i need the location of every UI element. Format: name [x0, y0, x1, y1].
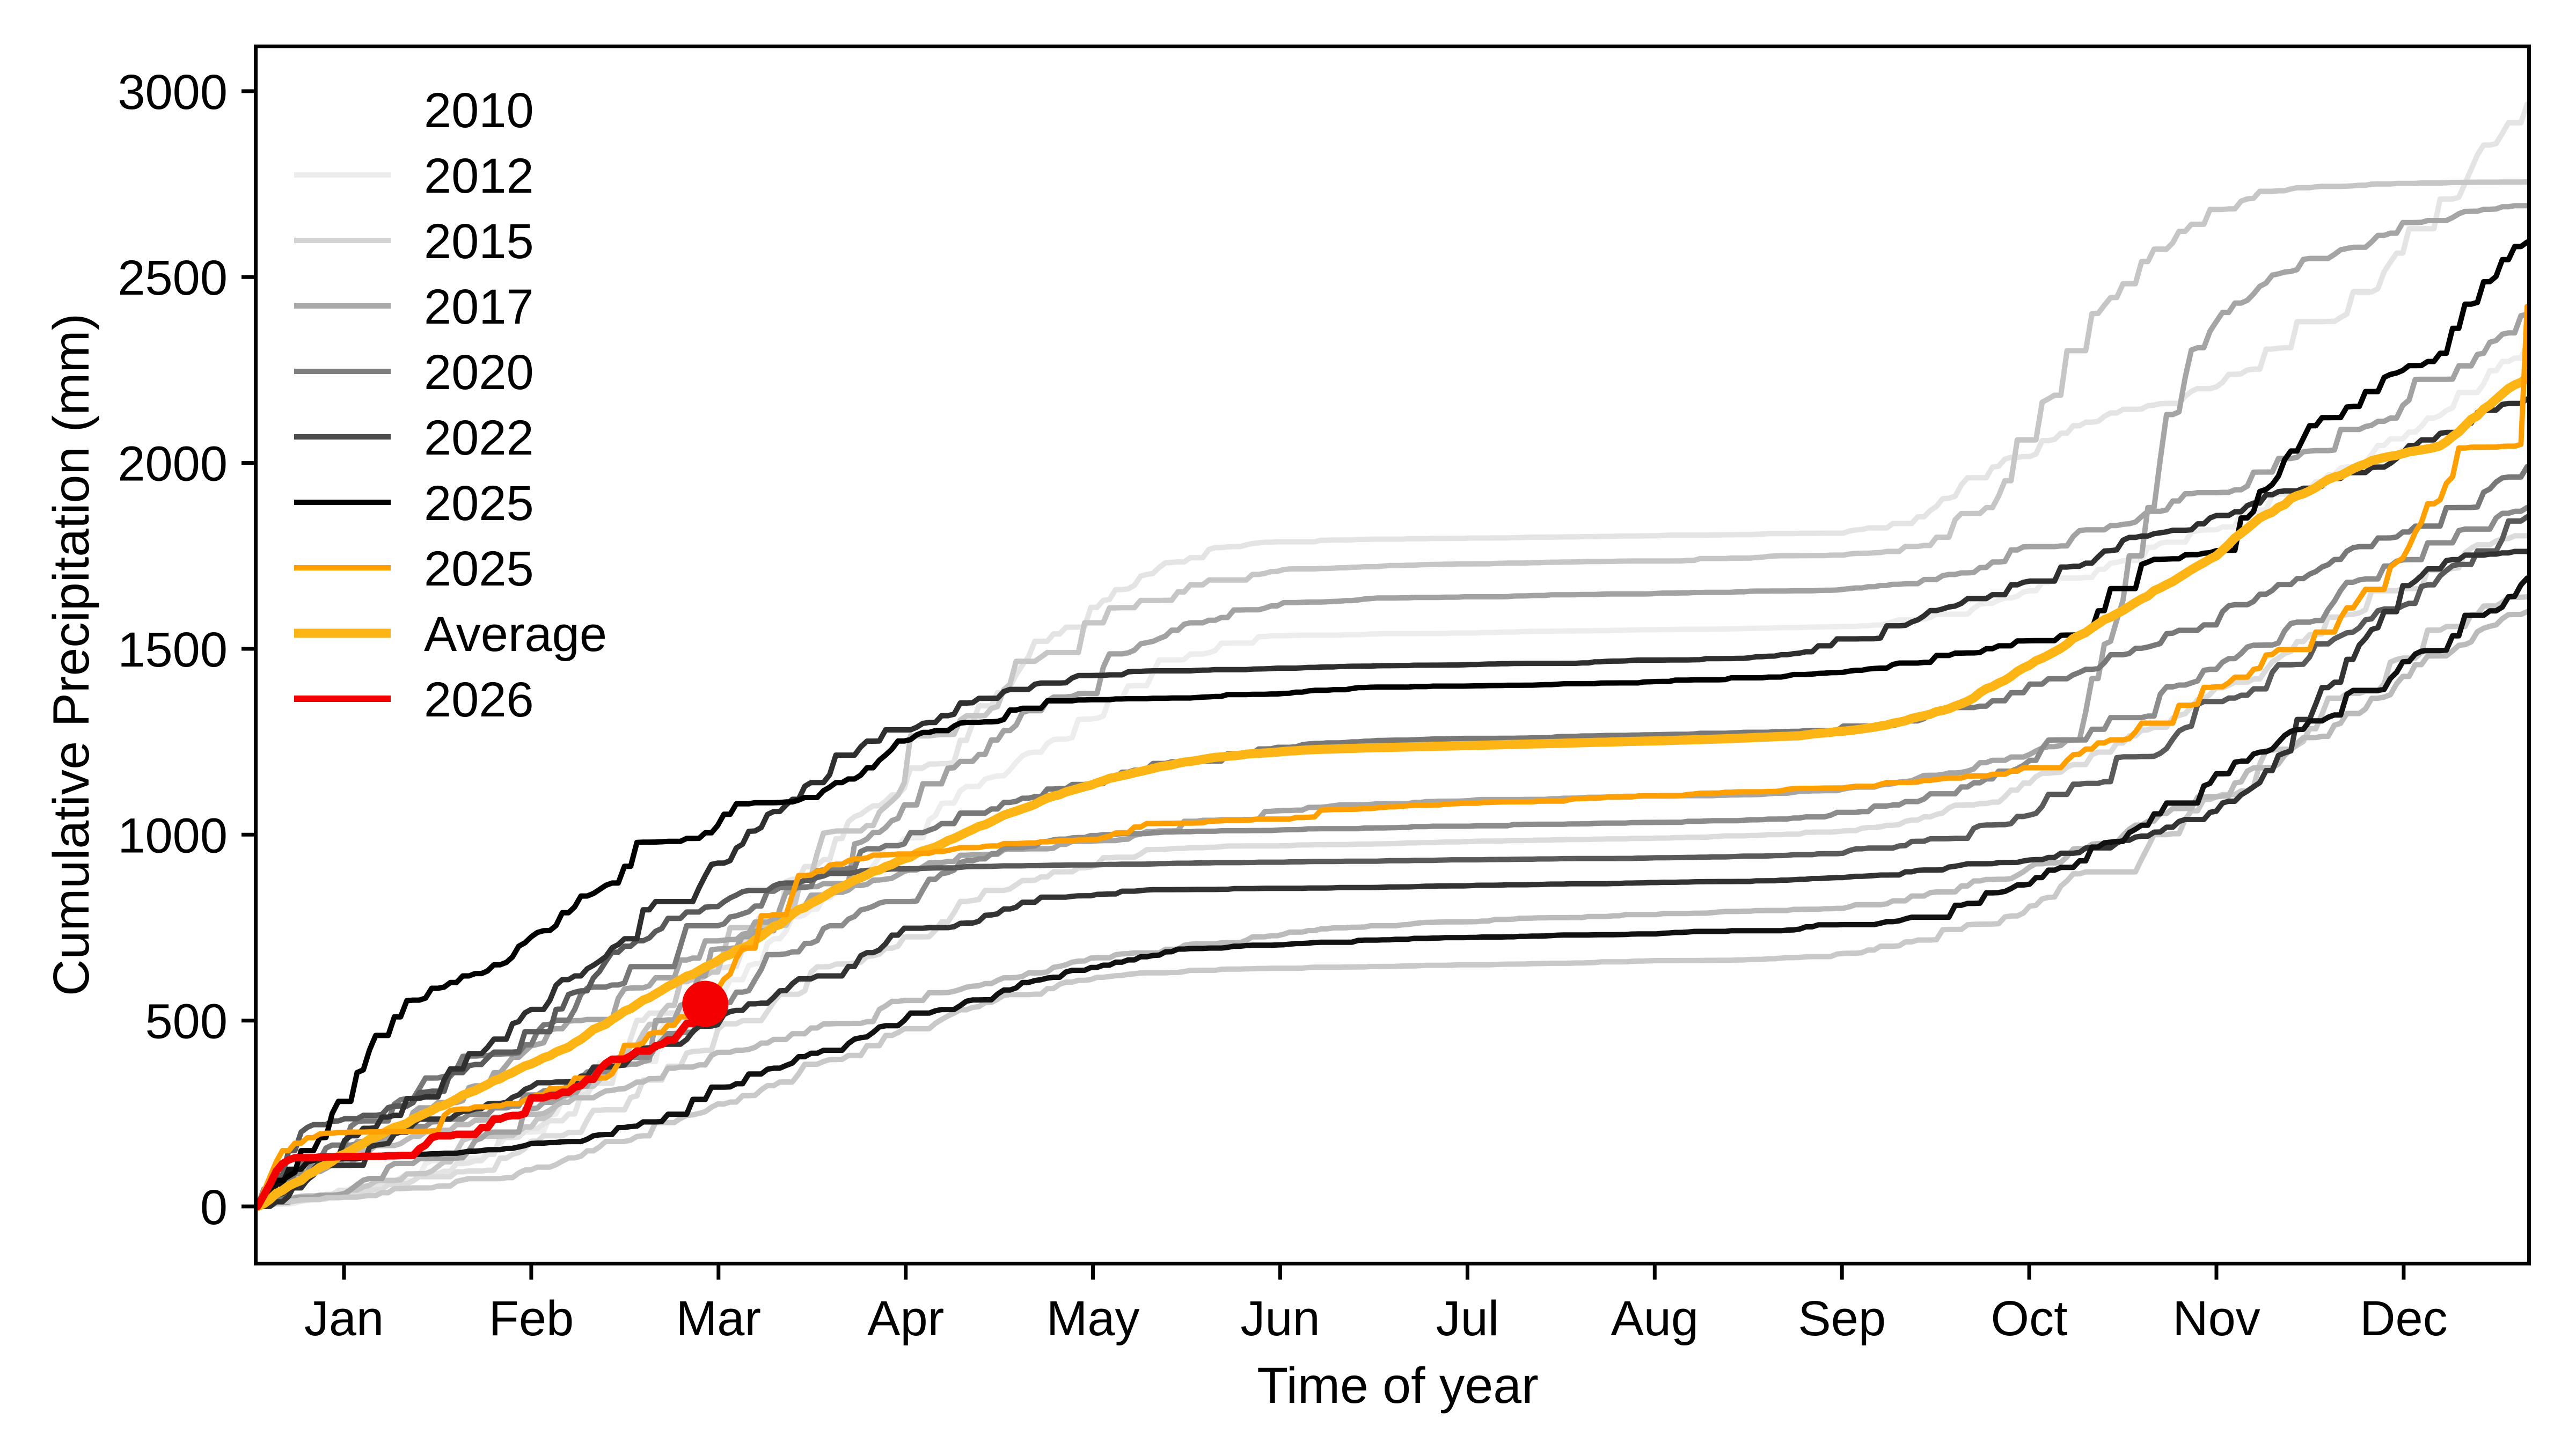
svg-text:Aug: Aug — [1611, 1291, 1699, 1346]
svg-text:2010: 2010 — [424, 83, 534, 138]
svg-text:Apr: Apr — [867, 1291, 944, 1346]
svg-text:Dec: Dec — [2360, 1291, 2448, 1346]
svg-text:Feb: Feb — [489, 1291, 574, 1346]
svg-text:Cumulative Precipitation (mm): Cumulative Precipitation (mm) — [43, 313, 100, 996]
svg-text:2000: 2000 — [118, 437, 228, 492]
svg-text:2022: 2022 — [424, 411, 534, 465]
svg-text:2500: 2500 — [118, 251, 228, 305]
svg-text:Oct: Oct — [1991, 1291, 2068, 1346]
svg-text:1500: 1500 — [118, 623, 228, 677]
svg-text:Jan: Jan — [304, 1291, 384, 1346]
svg-text:Jul: Jul — [1436, 1291, 1499, 1346]
svg-text:1000: 1000 — [118, 808, 228, 863]
svg-text:2012: 2012 — [424, 149, 534, 203]
svg-text:Sep: Sep — [1798, 1291, 1886, 1346]
svg-text:2017: 2017 — [424, 280, 534, 334]
svg-text:500: 500 — [145, 994, 228, 1049]
svg-text:2015: 2015 — [424, 214, 534, 269]
svg-text:2026: 2026 — [424, 672, 534, 727]
svg-text:2025: 2025 — [424, 541, 534, 596]
svg-text:Average: Average — [424, 607, 607, 662]
svg-text:Nov: Nov — [2172, 1291, 2260, 1346]
svg-text:Jun: Jun — [1240, 1291, 1320, 1346]
svg-text:Mar: Mar — [676, 1291, 761, 1346]
svg-text:May: May — [1046, 1291, 1140, 1346]
svg-text:Time of year: Time of year — [1257, 1357, 1538, 1414]
svg-text:2020: 2020 — [424, 345, 534, 400]
svg-text:3000: 3000 — [118, 65, 228, 120]
svg-text:0: 0 — [200, 1180, 228, 1235]
svg-text:2025: 2025 — [424, 476, 534, 531]
